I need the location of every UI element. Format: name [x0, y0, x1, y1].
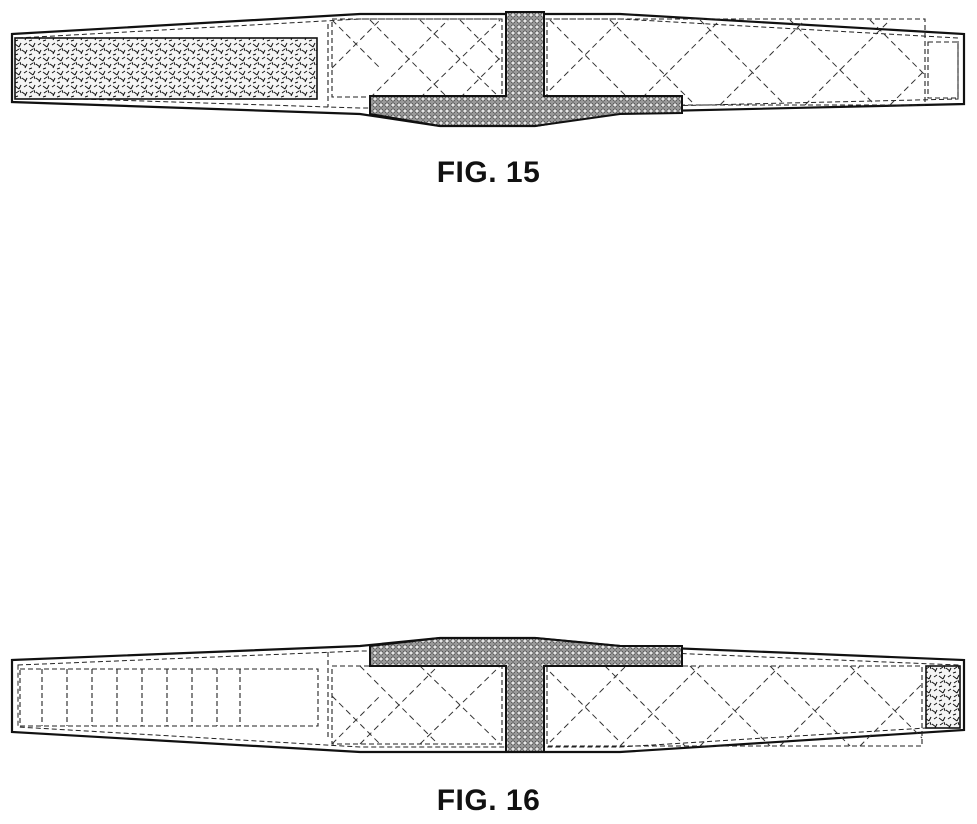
figure-16-caption: FIG. 16 [0, 784, 977, 818]
figure-15-caption: FIG. 15 [0, 156, 977, 190]
figure-16-drawing [0, 632, 977, 772]
hook-fastener-end-zone [926, 666, 960, 728]
figure-15-drawing [0, 0, 977, 140]
hook-fastener-zone [15, 38, 317, 99]
